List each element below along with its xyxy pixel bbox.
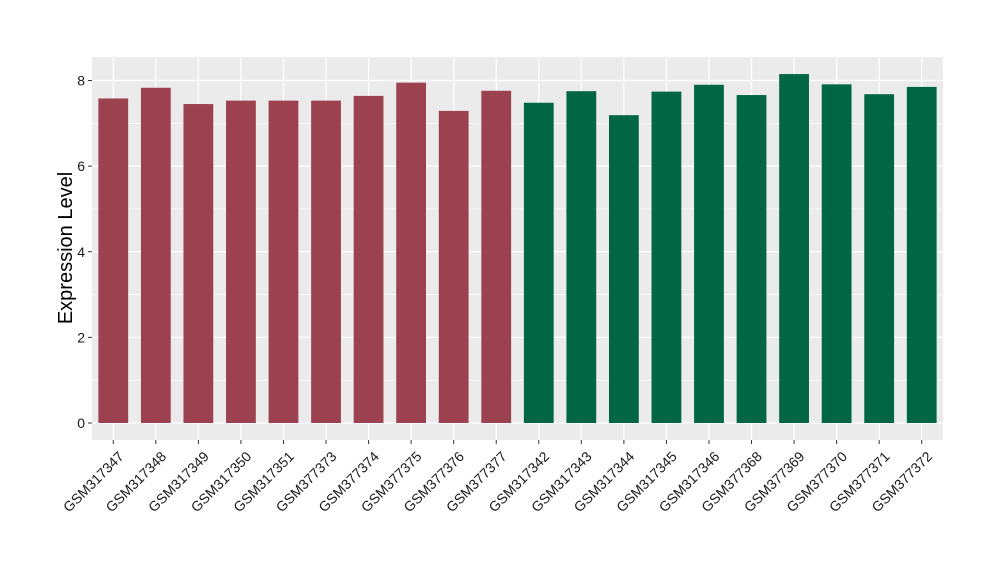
bar-GSM317347: [98, 98, 129, 423]
y-tick-label: 8: [77, 73, 85, 89]
bar-GSM317348: [140, 87, 171, 423]
plot-panel: [92, 57, 943, 440]
bar-GSM317344: [608, 115, 639, 423]
bar-GSM377375: [396, 82, 427, 423]
y-tick-label: 6: [77, 158, 85, 174]
y-tick-label: 2: [77, 329, 85, 345]
bar-GSM377371: [864, 94, 895, 423]
bar-GSM377368: [736, 95, 767, 424]
bar-GSM317349: [183, 104, 214, 423]
y-tick-label: 4: [77, 244, 85, 260]
bar-GSM377372: [906, 86, 937, 423]
y-tick-label: 0: [77, 415, 85, 431]
bar-GSM377370: [821, 84, 852, 424]
bar-GSM317345: [651, 91, 682, 423]
bar-GSM377377: [481, 90, 512, 424]
bar-GSM317351: [268, 100, 299, 423]
bar-GSM317350: [226, 100, 256, 423]
bars: [98, 74, 937, 424]
bar-GSM317343: [566, 91, 597, 423]
bar-GSM377369: [779, 74, 809, 423]
bar-GSM377374: [353, 95, 384, 423]
y-axis-label: Expression Level: [55, 172, 77, 324]
bar-GSM377376: [438, 110, 469, 423]
bar-GSM317346: [694, 84, 724, 423]
bar-GSM317342: [523, 102, 554, 423]
bar-GSM377373: [311, 100, 341, 423]
